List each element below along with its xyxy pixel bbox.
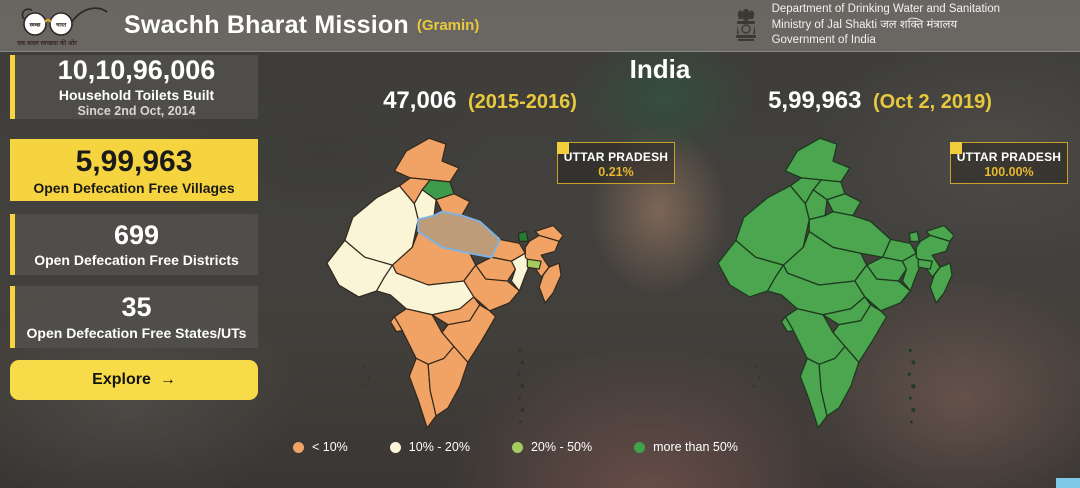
legend-item-10-20: 10% - 20% bbox=[389, 440, 470, 454]
state-UP[interactable] bbox=[417, 210, 501, 259]
stat-card-odf-states: 35 Open Defecation Free States/UTs bbox=[10, 286, 258, 348]
state-NE[interactable] bbox=[538, 262, 562, 304]
island-dot bbox=[518, 420, 522, 424]
island-dot bbox=[908, 396, 912, 400]
tooltip-color-swatch bbox=[557, 142, 569, 154]
state-UK[interactable] bbox=[435, 193, 471, 217]
stat-value: 5,99,963 bbox=[75, 144, 193, 178]
stat-sublabel: Since 2nd Oct, 2014 bbox=[77, 104, 196, 119]
explore-button[interactable]: Explore → bbox=[10, 360, 258, 400]
tooltip-state-name: UTTAR PRADESH bbox=[956, 150, 1062, 164]
state-GA[interactable] bbox=[389, 316, 403, 333]
header-left: स्वच्छ भारत एक कदम स्वच्छता की ओर Swachh… bbox=[0, 3, 479, 49]
map-2019-period: (Oct 2, 2019) bbox=[872, 91, 992, 113]
tooltip-state-value: 0.21% bbox=[598, 165, 634, 179]
state-MH[interactable] bbox=[766, 264, 866, 316]
island-dot bbox=[517, 348, 521, 353]
legend-dot-cream bbox=[389, 441, 401, 453]
island-dot bbox=[517, 396, 521, 400]
svg-text:भारत: भारत bbox=[56, 22, 67, 28]
page-subtitle: (Gramin) bbox=[416, 17, 480, 34]
state-TN[interactable] bbox=[818, 345, 860, 417]
state-SK[interactable] bbox=[517, 230, 529, 242]
island-dot bbox=[758, 377, 761, 380]
state-NE[interactable] bbox=[929, 262, 953, 304]
island-dot bbox=[907, 372, 911, 376]
state-ML[interactable] bbox=[917, 258, 933, 270]
island-dot bbox=[908, 348, 912, 353]
map-2016-header: 47,006 (2015-2016) bbox=[330, 87, 630, 115]
tooltip-state-value: 100.00% bbox=[984, 165, 1034, 179]
stat-label: Household Toilets Built bbox=[58, 87, 215, 104]
state-MH[interactable] bbox=[375, 264, 475, 316]
state-GA[interactable] bbox=[780, 316, 794, 333]
island-dot bbox=[911, 407, 916, 412]
state-JK[interactable] bbox=[393, 137, 460, 183]
map-2016-tooltip: UTTAR PRADESH 0.21% bbox=[557, 142, 675, 184]
explore-label: Explore bbox=[92, 371, 151, 388]
svg-text:स्वच्छ: स्वच्छ bbox=[29, 22, 41, 28]
state-JK[interactable] bbox=[784, 137, 851, 183]
map-legend: < 10% 10% - 20% 20% - 50% more than 50% bbox=[293, 440, 738, 454]
map-2019-tooltip: UTTAR PRADESH 100.00% bbox=[950, 142, 1068, 184]
island-dot bbox=[911, 360, 916, 365]
state-UK[interactable] bbox=[826, 193, 862, 217]
island-dot bbox=[367, 377, 370, 380]
island-dot bbox=[363, 365, 366, 368]
state-SK[interactable] bbox=[908, 230, 920, 243]
country-title: India bbox=[629, 54, 691, 84]
island-dot bbox=[752, 385, 755, 388]
stat-value: 699 bbox=[113, 219, 160, 250]
island-dot bbox=[520, 383, 525, 389]
ashoka-emblem-icon bbox=[731, 5, 761, 47]
island-dot bbox=[754, 365, 757, 368]
india-choropleth-2019[interactable] bbox=[716, 136, 954, 434]
state-AR[interactable] bbox=[534, 224, 563, 242]
state-UP[interactable] bbox=[808, 210, 892, 258]
map-2019-header: 5,99,963 (Oct 2, 2019) bbox=[720, 87, 1040, 115]
island-dot bbox=[909, 420, 913, 424]
island-dot bbox=[520, 360, 525, 365]
stat-card-toilets-built: 10,10,96,006 Household Toilets Built Sin… bbox=[10, 55, 258, 119]
tooltip-state-name: UTTAR PRADESH bbox=[563, 150, 669, 164]
legend-dot-orange bbox=[293, 441, 304, 453]
india-choropleth-2016[interactable] bbox=[325, 136, 563, 434]
page-title: Swachh Bharat Mission bbox=[124, 11, 409, 39]
gandhi-glasses-icon: स्वच्छ भारत एक कदम स्वच्छता की ओर bbox=[16, 6, 108, 47]
map-2016-period: (2015-2016) bbox=[467, 91, 577, 113]
island-dot bbox=[361, 385, 364, 388]
island-dot bbox=[911, 383, 916, 389]
dept-line-1: Department of Drinking Water and Sanitat… bbox=[771, 3, 1000, 16]
map-2016-value: 47,006 bbox=[383, 87, 457, 114]
state-TN[interactable] bbox=[427, 345, 469, 417]
svg-text:एक कदम स्वच्छता की ओर: एक कदम स्वच्छता की ओर bbox=[16, 39, 77, 47]
header-right: Department of Drinking Water and Sanitat… bbox=[731, 2, 1080, 49]
ministry-text-block: Department of Drinking Water and Sanitat… bbox=[772, 2, 1000, 49]
stat-value: 10,10,96,006 bbox=[57, 54, 216, 85]
header-bar: स्वच्छ भारत एक कदम स्वच्छता की ओर Swachh… bbox=[0, 0, 1080, 52]
state-ML[interactable] bbox=[526, 258, 542, 270]
stat-card-odf-villages: 5,99,963 Open Defecation Free Villages bbox=[10, 139, 258, 201]
tooltip-color-swatch bbox=[950, 142, 962, 154]
scroll-widget[interactable] bbox=[1056, 478, 1080, 488]
stat-card-odf-districts: 699 Open Defecation Free Districts bbox=[10, 214, 258, 275]
stat-value: 35 bbox=[121, 292, 152, 323]
island-dot bbox=[520, 407, 525, 412]
stat-label: Open Defecation Free Villages bbox=[33, 179, 235, 196]
state-AR[interactable] bbox=[925, 224, 954, 243]
island-dot bbox=[516, 372, 520, 376]
dept-line-2: Ministry of Jal Shakti जल शक्ति मंत्रालय bbox=[771, 18, 958, 31]
right-arrow-icon: → bbox=[159, 371, 176, 388]
legend-dot-green bbox=[634, 441, 646, 453]
swachh-bharat-logo: स्वच्छ भारत एक कदम स्वच्छता की ओर bbox=[14, 3, 110, 49]
legend-item-lt10: < 10% bbox=[293, 440, 348, 454]
stat-label: Open Defecation Free States/UTs bbox=[26, 324, 247, 341]
legend-item-20-50: 20% - 50% bbox=[511, 440, 592, 454]
stat-label: Open Defecation Free Districts bbox=[34, 252, 239, 269]
dept-line-3: Government of India bbox=[771, 34, 876, 47]
map-2019-value: 5,99,963 bbox=[768, 87, 862, 114]
legend-dot-lightgreen bbox=[511, 441, 523, 453]
legend-item-gt50: more than 50% bbox=[634, 440, 738, 454]
